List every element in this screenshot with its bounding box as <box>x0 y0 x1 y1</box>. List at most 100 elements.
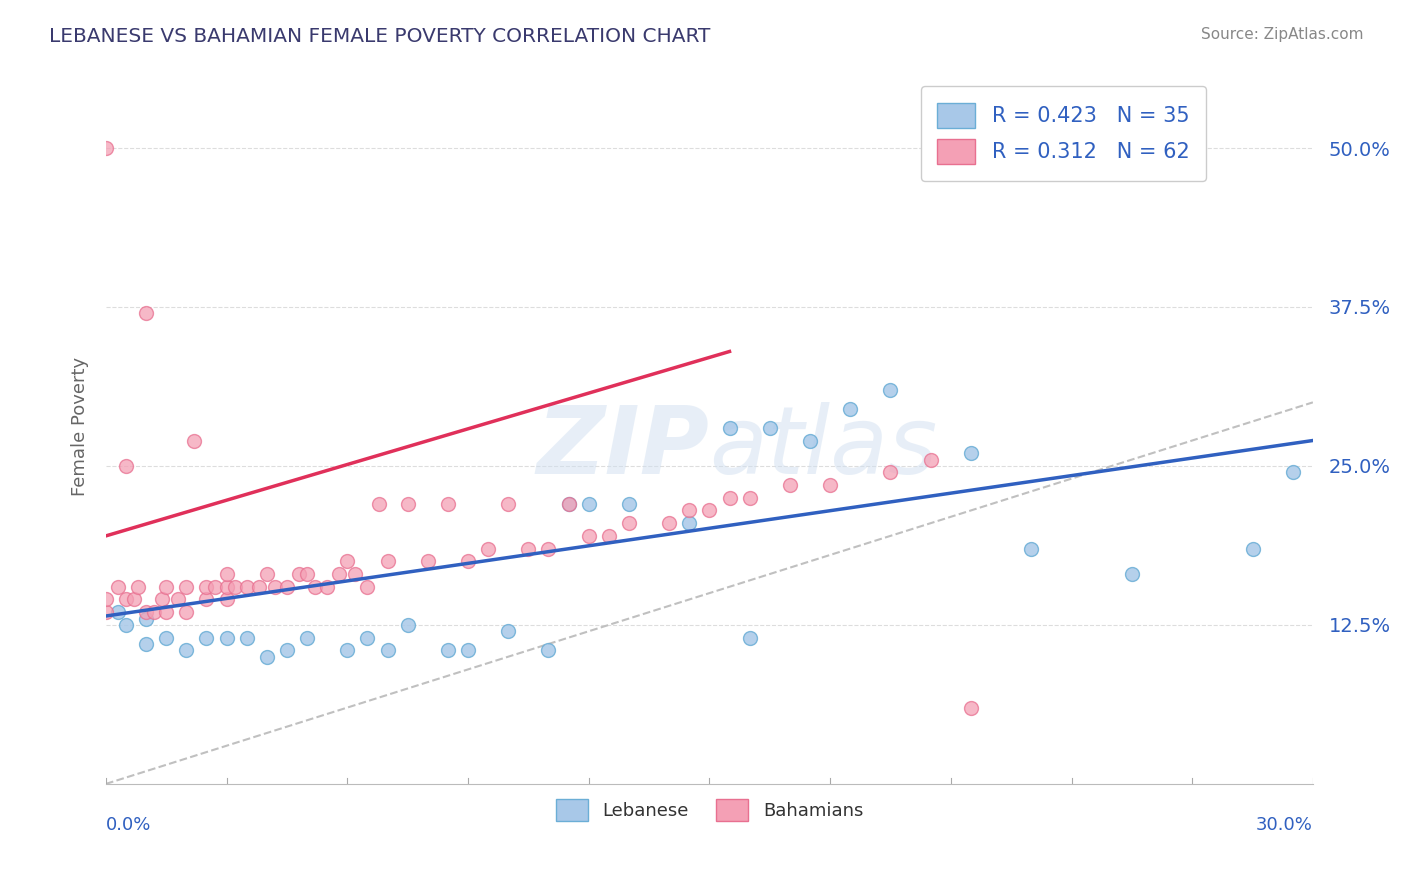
Point <box>135 611 157 625</box>
Point <box>107 605 129 619</box>
Point <box>377 643 399 657</box>
Point <box>183 434 205 448</box>
Point <box>416 554 439 568</box>
Text: LEBANESE VS BAHAMIAN FEMALE POVERTY CORRELATION CHART: LEBANESE VS BAHAMIAN FEMALE POVERTY CORR… <box>49 27 710 45</box>
Point <box>779 478 801 492</box>
Text: 30.0%: 30.0% <box>1256 815 1313 834</box>
Point <box>578 529 600 543</box>
Point <box>195 631 218 645</box>
Point <box>150 592 173 607</box>
Point <box>115 618 138 632</box>
Point <box>699 503 721 517</box>
Point <box>738 491 761 505</box>
Point <box>718 491 741 505</box>
Text: atlas: atlas <box>710 402 938 493</box>
Point <box>678 516 700 531</box>
Point <box>215 631 238 645</box>
Point <box>437 497 460 511</box>
Point <box>578 497 600 511</box>
Point <box>336 554 359 568</box>
Point <box>215 580 238 594</box>
Point <box>295 567 318 582</box>
Point <box>224 580 246 594</box>
Point <box>960 446 983 460</box>
Point <box>115 592 138 607</box>
Point <box>135 306 157 320</box>
Point <box>557 497 579 511</box>
Point <box>344 567 367 582</box>
Point <box>107 580 129 594</box>
Point <box>94 141 117 155</box>
Point <box>155 631 177 645</box>
Point <box>1281 465 1303 479</box>
Point <box>758 421 780 435</box>
Point <box>1019 541 1042 556</box>
Point <box>276 643 298 657</box>
Legend: Lebanese, Bahamians: Lebanese, Bahamians <box>548 792 870 829</box>
Point <box>396 618 419 632</box>
Point <box>288 567 311 582</box>
Point <box>537 541 560 556</box>
Point <box>396 497 419 511</box>
Point <box>256 567 278 582</box>
Point <box>115 458 138 473</box>
Point <box>264 580 287 594</box>
Point <box>738 631 761 645</box>
Point <box>143 605 166 619</box>
Point <box>122 592 145 607</box>
Y-axis label: Female Poverty: Female Poverty <box>72 357 89 496</box>
Point <box>135 605 157 619</box>
Point <box>879 465 901 479</box>
Point <box>195 592 218 607</box>
Point <box>457 554 479 568</box>
Point <box>879 383 901 397</box>
Text: 0.0%: 0.0% <box>105 815 152 834</box>
Point <box>155 580 177 594</box>
Point <box>718 421 741 435</box>
Point <box>598 529 620 543</box>
Point <box>127 580 149 594</box>
Point <box>496 497 519 511</box>
Point <box>215 592 238 607</box>
Point <box>457 643 479 657</box>
Point <box>920 452 942 467</box>
Point <box>235 580 257 594</box>
Point <box>477 541 499 556</box>
Point <box>960 700 983 714</box>
Point <box>204 580 226 594</box>
Text: ZIP: ZIP <box>537 401 710 493</box>
Point <box>167 592 190 607</box>
Point <box>437 643 460 657</box>
Point <box>1121 567 1143 582</box>
Point <box>839 401 862 416</box>
Point <box>235 631 257 645</box>
Point <box>517 541 540 556</box>
Point <box>356 580 378 594</box>
Point <box>617 516 640 531</box>
Point <box>176 643 198 657</box>
Point <box>336 643 359 657</box>
Point <box>818 478 841 492</box>
Point <box>368 497 391 511</box>
Point <box>256 649 278 664</box>
Point <box>557 497 579 511</box>
Point <box>135 637 157 651</box>
Point <box>276 580 298 594</box>
Point <box>247 580 270 594</box>
Point <box>1241 541 1264 556</box>
Point <box>215 567 238 582</box>
Point <box>799 434 821 448</box>
Point <box>377 554 399 568</box>
Point <box>316 580 339 594</box>
Point <box>155 605 177 619</box>
Point <box>176 580 198 594</box>
Point <box>94 592 117 607</box>
Point <box>537 643 560 657</box>
Point <box>678 503 700 517</box>
Text: Source: ZipAtlas.com: Source: ZipAtlas.com <box>1201 27 1364 42</box>
Point <box>658 516 681 531</box>
Point <box>356 631 378 645</box>
Point <box>176 605 198 619</box>
Point <box>295 631 318 645</box>
Point <box>617 497 640 511</box>
